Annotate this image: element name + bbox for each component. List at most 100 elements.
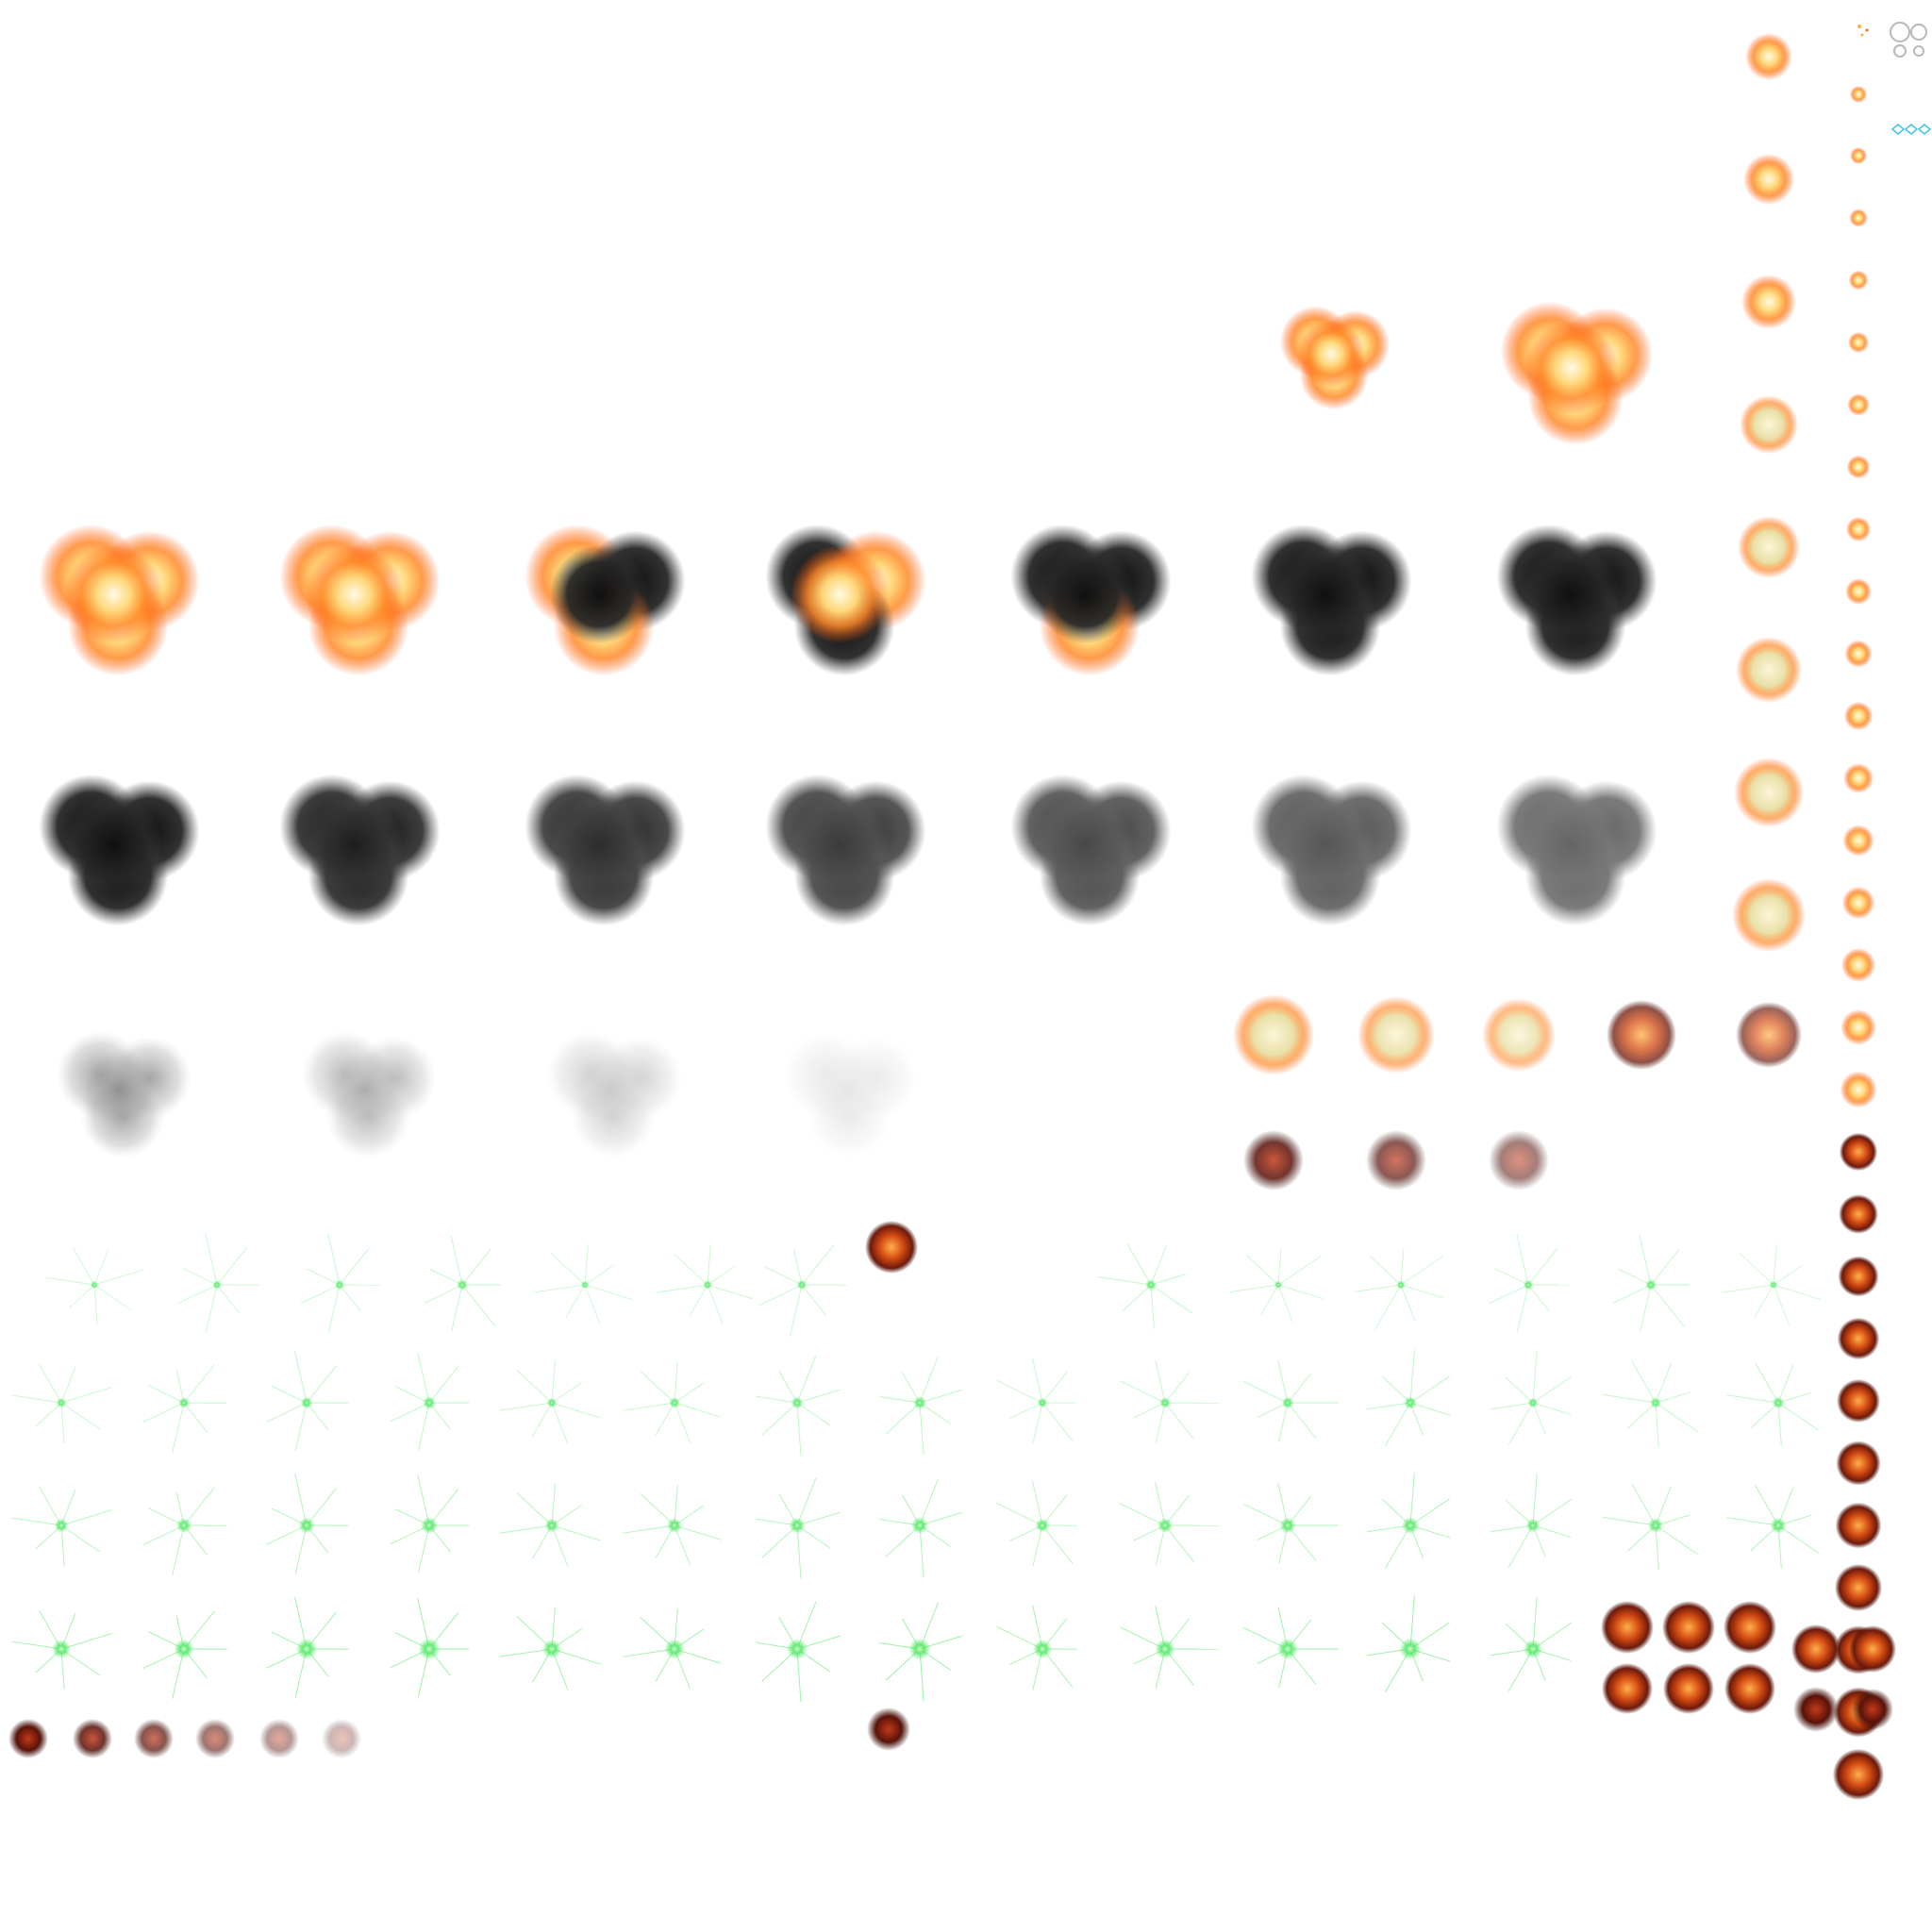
green-spark-frame (1120, 1359, 1219, 1443)
explosion-frame (279, 524, 441, 676)
green-spark-frame (1489, 1234, 1570, 1333)
ember-frame (1837, 1379, 1880, 1423)
smoke-frame (1010, 774, 1172, 926)
dark-ember-frame (322, 1719, 361, 1758)
ember-frame (1848, 270, 1869, 291)
green-spark-frame (996, 1358, 1077, 1444)
ember-frame (865, 1221, 918, 1274)
fireball-frame (1500, 301, 1653, 445)
ember-frame (1841, 886, 1875, 920)
ember-cluster-frame (1852, 1689, 1893, 1730)
ember-frame (1832, 1748, 1885, 1801)
green-spark-frame (1490, 1350, 1572, 1445)
green-spark-frame (756, 1477, 841, 1579)
green-spark-frame (1120, 1606, 1219, 1690)
explosion-frame (39, 524, 200, 676)
ember-frame (1835, 1502, 1882, 1549)
ember-frame (1845, 516, 1872, 542)
green-spark-frame (996, 1481, 1077, 1567)
smoke-frame (1251, 774, 1412, 926)
green-spark-frame (879, 1356, 962, 1456)
green-spark-frame (623, 1361, 722, 1443)
explosion-frame (1496, 524, 1657, 676)
ember-frame (1850, 86, 1867, 103)
dark-ember-frame (134, 1719, 174, 1758)
green-spark-frame (176, 1232, 259, 1334)
ember-frame (1840, 1009, 1876, 1045)
ember-frame (1849, 208, 1868, 227)
smoke-frame (525, 774, 686, 926)
dark-ember-frame (259, 1719, 299, 1758)
green-spark-frame (499, 1607, 601, 1690)
green-spark-frame (1726, 1362, 1819, 1446)
ember-frame (867, 1707, 910, 1751)
green-spark-frame (1490, 1473, 1572, 1568)
green-spark-frame (756, 1355, 841, 1457)
smoke-frame (279, 774, 441, 926)
green-spark-frame (1354, 1248, 1443, 1332)
flash-fireball-frame (1243, 1130, 1304, 1191)
explosion-frame (765, 524, 926, 676)
fireball-frame (1279, 306, 1391, 410)
green-spark-frame (390, 1352, 469, 1451)
green-spark-frame (266, 1596, 349, 1698)
ember-frame (1837, 1317, 1880, 1360)
green-spark-frame (1722, 1243, 1822, 1325)
green-spark-frame (1366, 1595, 1451, 1692)
green-spark-frame (499, 1360, 601, 1444)
flash-fireball-frame (1734, 758, 1804, 827)
green-spark-frame (142, 1364, 227, 1453)
ember-cluster-frame (1602, 1663, 1653, 1714)
smoke-frame (765, 774, 926, 926)
ember-cluster-frame (1724, 1601, 1776, 1654)
smoke-fade-frame (301, 1030, 437, 1158)
flash-fireball-frame (1732, 878, 1806, 952)
green-spark-frame (11, 1364, 113, 1444)
explosion-frame (525, 524, 686, 676)
ember-frame (1846, 455, 1871, 479)
flash-fireball-frame (1736, 1002, 1802, 1068)
smoke-fade-frame (546, 1030, 682, 1158)
green-spark-frame (657, 1245, 754, 1324)
green-spark-frame (1098, 1243, 1192, 1329)
flash-fireball-frame (1482, 998, 1556, 1072)
green-spark-frame (266, 1473, 349, 1574)
green-spark-frame (424, 1235, 501, 1332)
green-spark-frame (623, 1607, 722, 1690)
flash-fireball-frame (1357, 996, 1435, 1074)
green-spark-frame (533, 1243, 633, 1325)
ember-frame (1847, 331, 1870, 354)
flash-fireball-frame (1489, 1130, 1549, 1191)
spark-dots-icon (1857, 25, 1869, 37)
green-spark-frame (499, 1483, 601, 1567)
ember-frame (1850, 147, 1867, 164)
ember-frame (1839, 1132, 1878, 1172)
explosion-frame (1010, 524, 1172, 676)
green-spark-frame (1366, 1472, 1451, 1569)
ember-cluster-frame (1793, 1687, 1839, 1732)
green-spark-frame (300, 1234, 381, 1333)
green-spark-frame (45, 1247, 144, 1324)
flash-fireball-frame (1607, 1000, 1676, 1070)
flash-fireball-frame (1233, 994, 1314, 1075)
dark-ember-frame (8, 1719, 48, 1758)
green-spark-frame (1490, 1596, 1572, 1691)
ember-frame (1842, 824, 1874, 857)
ember-frame (1839, 1194, 1878, 1234)
ember-frame (1843, 763, 1874, 793)
ember-frame (1834, 1563, 1883, 1612)
flash-fireball-frame (1366, 1130, 1426, 1191)
green-spark-frame (1243, 1483, 1339, 1565)
flash-fireball-frame (1738, 516, 1800, 578)
green-spark-frame (623, 1484, 722, 1566)
green-spark-frame (1120, 1482, 1219, 1566)
dark-ember-frame (195, 1719, 235, 1758)
green-spark-frame (1726, 1485, 1819, 1569)
ember-cluster-frame (1663, 1663, 1714, 1714)
ember-frame (1847, 393, 1870, 416)
flash-fireball-frame (1743, 154, 1794, 205)
green-spark-frame (879, 1478, 962, 1578)
ember-frame (1844, 640, 1873, 668)
ember-frame (1838, 1256, 1879, 1297)
